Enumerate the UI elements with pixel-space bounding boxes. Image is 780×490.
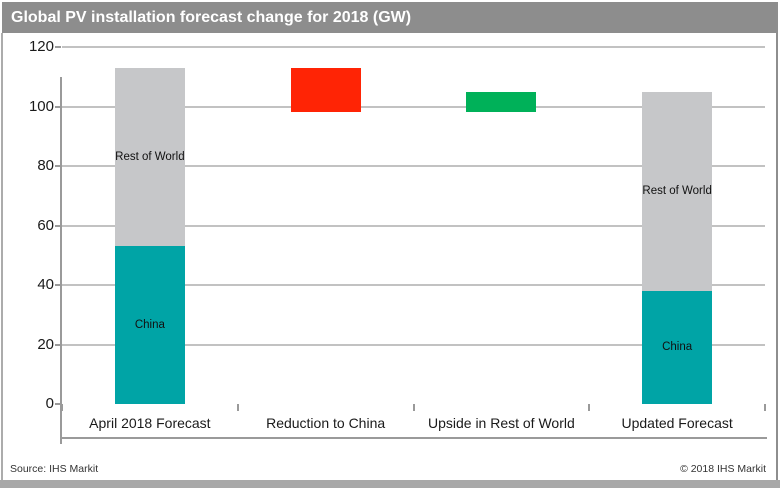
- y-axis-tick-mark: [55, 46, 61, 48]
- x-axis-line: [60, 437, 767, 439]
- x-axis-tick-mark: [412, 404, 415, 411]
- gridline: [62, 46, 765, 48]
- y-axis-tick-mark: [55, 284, 61, 286]
- gridline: [62, 165, 765, 167]
- x-axis-tick-mark: [236, 404, 239, 411]
- y-axis-tick-label: 60: [37, 216, 54, 234]
- y-axis-tick-mark: [55, 165, 61, 167]
- gridline: [62, 343, 765, 346]
- gridline: [62, 105, 765, 108]
- source-note: Source: IHS Markit: [10, 463, 99, 475]
- copyright-note: © 2018 IHS Markit: [680, 463, 766, 475]
- bar-segment-rest-of-world: Rest of World: [114, 67, 185, 247]
- bar-segment-label: China: [134, 319, 165, 332]
- bar-segment-label: Rest of World: [115, 151, 185, 164]
- x-axis-tick-mark: [764, 404, 766, 411]
- x-axis-category-label: Upside in Rest of World: [427, 415, 575, 431]
- bar-segment-rest-of-world: Rest of World: [642, 91, 713, 291]
- x-axis-category-label: Reduction to China: [266, 415, 386, 431]
- y-axis-tick-mark: [55, 224, 61, 227]
- bar-segment-reduction-to-china: [290, 67, 361, 113]
- y-axis-tick-mark: [55, 403, 61, 405]
- x-axis-category-label: Updated Forecast: [621, 415, 733, 431]
- plot-area: 0 20 40 60 80 100 120 China Rest of World April 2…: [0, 33, 780, 480]
- y-axis-tick-label: 0: [45, 395, 54, 412]
- chart-title: Global PV installation forecast change f…: [11, 9, 412, 26]
- chart-title-bar: Global PV installation forecast change f…: [2, 2, 776, 33]
- gridline: [62, 224, 765, 227]
- y-axis-tick-label: 40: [37, 276, 54, 293]
- y-axis-line: [60, 77, 62, 444]
- right-border: [776, 2, 778, 480]
- y-axis-tick-label: 120: [28, 38, 54, 55]
- x-axis-category-label: April 2018 Forecast: [89, 415, 211, 431]
- bar-segment-china: China: [114, 246, 185, 404]
- y-axis-tick-mark: [55, 343, 61, 346]
- y-axis-tick-mark: [55, 105, 61, 108]
- y-axis-tick-label: 80: [37, 157, 54, 174]
- y-axis-tick-label: 100: [28, 97, 54, 115]
- bottom-strip: [0, 480, 780, 488]
- bar-segment-upside-in-rest-of-world: [466, 91, 537, 113]
- bar-segment-label: Rest of World: [642, 185, 712, 198]
- y-axis-tick-label: 20: [37, 335, 54, 353]
- left-border: [1, 33, 3, 480]
- bar-segment-china: China: [642, 290, 713, 404]
- bar-segment-label: China: [662, 341, 693, 354]
- x-axis-tick-mark: [588, 404, 591, 411]
- gridline: [62, 284, 765, 286]
- x-axis-tick-mark: [61, 404, 63, 411]
